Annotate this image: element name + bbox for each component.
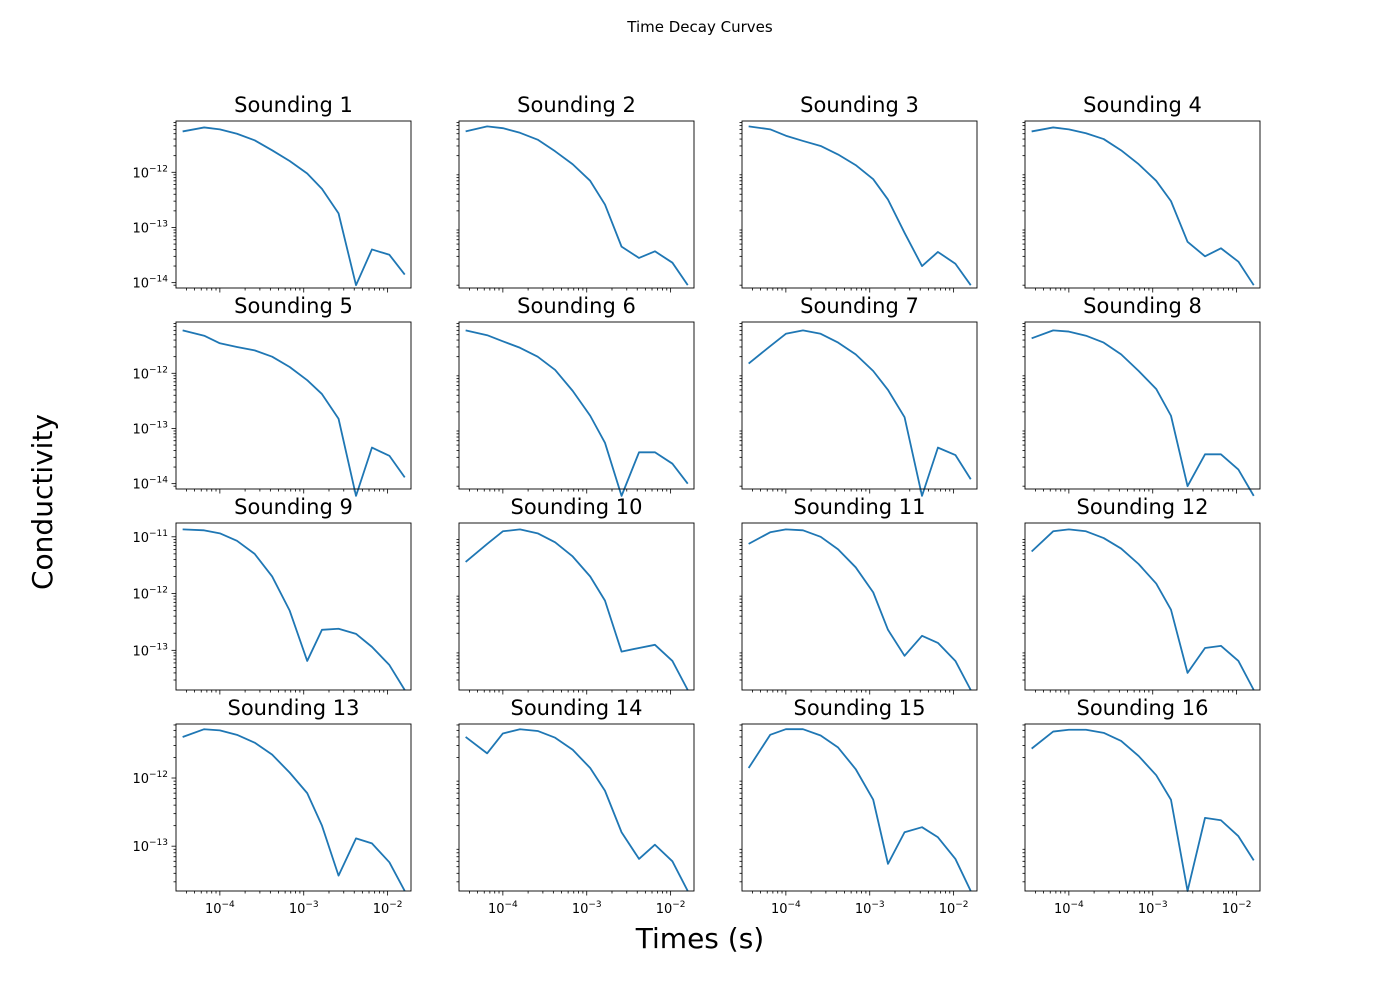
series-line bbox=[1031, 329, 1255, 497]
series-line bbox=[748, 528, 972, 691]
x-tick-label: 10−4 bbox=[488, 900, 518, 917]
subplot-6: Sounding 6 bbox=[456, 294, 695, 497]
x-tick-label: 10−3 bbox=[572, 900, 602, 917]
series-line bbox=[465, 125, 689, 286]
figure-title: Time Decay Curves bbox=[626, 18, 773, 36]
axes-frame bbox=[458, 522, 695, 691]
series-line bbox=[465, 728, 689, 892]
subplot-title: Sounding 5 bbox=[234, 294, 353, 318]
y-axis-label: Conductivity bbox=[26, 414, 59, 590]
axes-frame bbox=[175, 120, 412, 289]
axes-frame bbox=[458, 321, 695, 490]
subplot-title: Sounding 1 bbox=[234, 93, 353, 117]
y-tick-label: 10−13 bbox=[132, 838, 168, 855]
y-tick-label: 10−12 bbox=[132, 770, 168, 787]
x-tick-label: 10−4 bbox=[1054, 900, 1084, 917]
x-axis-label: Times (s) bbox=[635, 922, 764, 955]
subplot-4: Sounding 4 bbox=[1022, 93, 1261, 293]
x-tick-label: 10−4 bbox=[205, 900, 235, 917]
axes-frame bbox=[175, 321, 412, 490]
series-line bbox=[182, 126, 406, 287]
subplot-15: Sounding 15 10−4 10−3 10−2 bbox=[739, 696, 978, 917]
subplot-title: Sounding 11 bbox=[794, 495, 926, 519]
subplot-1: Sounding 1 10−12 10−13 10−14 bbox=[132, 93, 412, 293]
subplot-5: Sounding 5 10−12 10−13 10−14 bbox=[132, 294, 412, 497]
subplot-2: Sounding 2 bbox=[456, 93, 695, 293]
x-tick-label: 10−2 bbox=[939, 900, 969, 917]
series-line bbox=[182, 329, 406, 497]
subplot-9: Sounding 9 10−11 10−12 10−13 bbox=[132, 495, 412, 695]
x-tick-label: 10−4 bbox=[771, 900, 801, 917]
y-tick-label: 10−12 bbox=[132, 365, 168, 382]
subplot-title: Sounding 4 bbox=[1083, 93, 1202, 117]
y-tick-label: 10−12 bbox=[132, 164, 168, 181]
axes-frame bbox=[741, 723, 978, 892]
series-line bbox=[748, 125, 972, 286]
axes-frame bbox=[175, 723, 412, 892]
series-line bbox=[747, 728, 972, 892]
subplot-13: Sounding 13 10−4 10−3 10−2 10−12 10−13 bbox=[132, 696, 412, 917]
x-tick-label: 10−2 bbox=[373, 900, 403, 917]
axes-frame bbox=[1024, 120, 1261, 289]
series-line bbox=[182, 728, 406, 892]
axes-frame bbox=[741, 321, 978, 490]
series-line bbox=[465, 329, 689, 497]
panels: Sounding 1 10−12 10−13 10−14 Sounding 2 Sound… bbox=[132, 93, 1261, 917]
subplot-14: Sounding 14 10−4 10−3 10−2 bbox=[456, 696, 695, 917]
subplot-title: Sounding 6 bbox=[517, 294, 636, 318]
y-tick-label: 10−11 bbox=[132, 529, 168, 546]
series-line bbox=[182, 528, 406, 691]
series-line bbox=[1031, 528, 1255, 691]
y-tick-label: 10−14 bbox=[132, 476, 168, 493]
subplot-8: Sounding 8 bbox=[1022, 294, 1261, 497]
x-tick-label: 10−2 bbox=[656, 900, 686, 917]
y-tick-label: 10−12 bbox=[132, 586, 168, 603]
y-tick-label: 10−13 bbox=[132, 420, 168, 437]
subplot-title: Sounding 12 bbox=[1077, 495, 1209, 519]
axes-frame bbox=[1024, 723, 1261, 892]
subplot-title: Sounding 10 bbox=[511, 495, 643, 519]
subplot-title: Sounding 15 bbox=[794, 696, 926, 720]
subplot-16: Sounding 16 10−4 10−3 10−2 bbox=[1022, 696, 1261, 917]
subplot-title: Sounding 2 bbox=[517, 93, 636, 117]
subplot-11: Sounding 11 bbox=[739, 495, 978, 695]
axes-frame bbox=[458, 723, 695, 892]
subplot-title: Sounding 13 bbox=[228, 696, 360, 720]
subplot-12: Sounding 12 bbox=[1022, 495, 1261, 695]
subplot-title: Sounding 3 bbox=[800, 93, 919, 117]
subplot-7: Sounding 7 bbox=[739, 294, 978, 497]
x-tick-label: 10−3 bbox=[289, 900, 319, 917]
axes-frame bbox=[741, 522, 978, 691]
series-line bbox=[1031, 126, 1255, 286]
series-line bbox=[748, 329, 972, 497]
y-tick-label: 10−13 bbox=[132, 642, 168, 659]
subplot-title: Sounding 7 bbox=[800, 294, 919, 318]
subplot-title: Sounding 8 bbox=[1083, 294, 1202, 318]
x-tick-label: 10−3 bbox=[855, 900, 885, 917]
axes-frame bbox=[741, 120, 978, 289]
axes-frame bbox=[1024, 522, 1261, 691]
x-tick-label: 10−3 bbox=[1138, 900, 1168, 917]
subplot-title: Sounding 16 bbox=[1077, 696, 1209, 720]
series-line bbox=[465, 528, 689, 691]
y-tick-label: 10−14 bbox=[132, 275, 168, 292]
subplot-10: Sounding 10 bbox=[456, 495, 695, 695]
y-tick-label: 10−13 bbox=[132, 219, 168, 236]
x-tick-label: 10−2 bbox=[1222, 900, 1252, 917]
series-line bbox=[1031, 728, 1255, 892]
subplot-title: Sounding 9 bbox=[234, 495, 353, 519]
axes-frame bbox=[1024, 321, 1261, 490]
axes-frame bbox=[175, 522, 412, 691]
axes-frame bbox=[458, 120, 695, 289]
subplot-title: Sounding 14 bbox=[511, 696, 643, 720]
subplot-3: Sounding 3 bbox=[739, 93, 978, 293]
